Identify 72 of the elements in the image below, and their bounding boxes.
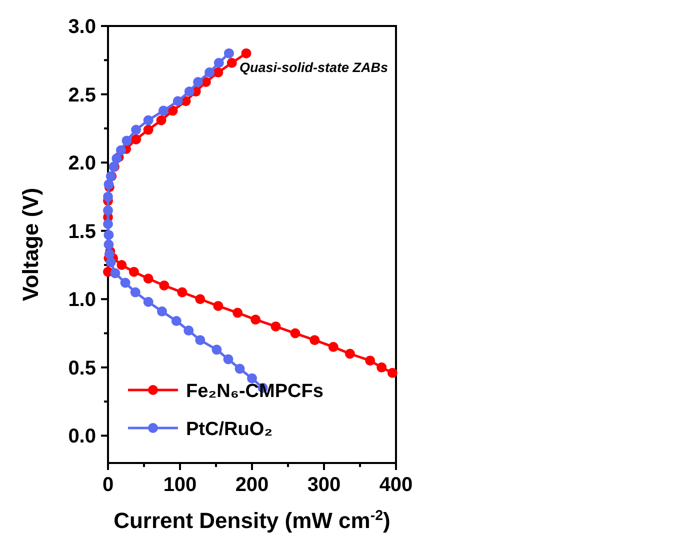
point	[131, 124, 142, 135]
point	[104, 249, 114, 260]
point	[103, 192, 113, 202]
point	[168, 106, 178, 116]
point	[103, 219, 113, 230]
y-axis-title: Voltage (V)	[18, 188, 43, 302]
point	[241, 48, 252, 58]
point	[223, 354, 234, 364]
point	[250, 314, 261, 325]
point	[195, 294, 206, 304]
legend-label: PtC/RuO₂	[186, 419, 273, 440]
x-tick-label: 100	[163, 474, 197, 496]
point	[104, 240, 114, 250]
point	[195, 335, 206, 346]
x-tick-label: 200	[235, 474, 269, 496]
point	[172, 96, 183, 106]
point	[128, 266, 139, 277]
y-tick-label: 0.5	[68, 357, 96, 380]
point	[120, 278, 130, 288]
point	[328, 342, 338, 352]
point	[116, 145, 126, 156]
point	[104, 179, 114, 190]
point	[116, 260, 127, 270]
point	[234, 364, 245, 374]
x-axis-title: Current Density (mW cm$^{-2}$)	[114, 508, 390, 533]
point	[143, 115, 154, 126]
point	[103, 205, 113, 216]
x-tick-label: 0	[102, 474, 114, 496]
point	[131, 134, 142, 144]
point	[290, 328, 300, 338]
point	[104, 230, 114, 240]
point	[204, 67, 215, 78]
text: 1.0	[68, 289, 96, 312]
point	[232, 308, 243, 318]
point	[387, 368, 398, 378]
point	[184, 326, 194, 336]
point	[184, 86, 194, 97]
point	[158, 106, 168, 116]
point	[143, 124, 154, 135]
point	[130, 287, 140, 298]
point	[214, 58, 224, 68]
point	[270, 321, 281, 332]
point	[193, 76, 203, 87]
y-tick-label: 2.5	[68, 84, 96, 106]
point	[106, 257, 116, 268]
point	[365, 356, 376, 366]
x-tick-label: 400	[379, 474, 413, 496]
point	[157, 306, 167, 316]
text: 0.0	[68, 426, 96, 448]
point	[226, 58, 237, 68]
point	[122, 136, 132, 146]
x-tick-label: 300	[307, 474, 341, 496]
legend-label: Fe₂N₆-CMPCFs	[186, 381, 324, 402]
point	[156, 115, 166, 126]
point	[171, 316, 182, 326]
text: 2.0	[68, 152, 96, 175]
text: 3.0	[68, 16, 96, 38]
point	[213, 300, 224, 311]
point	[143, 274, 154, 284]
point	[177, 287, 188, 298]
point	[344, 348, 355, 359]
annotation: Quasi-solid-state ZABs	[239, 60, 388, 75]
point	[310, 335, 320, 346]
point	[376, 362, 387, 372]
point	[224, 48, 234, 58]
point	[213, 67, 224, 78]
point	[110, 268, 120, 278]
point	[247, 373, 257, 384]
point	[159, 280, 170, 290]
point	[212, 344, 222, 355]
y-tick-label: 1.5	[68, 220, 96, 243]
point	[143, 296, 154, 307]
